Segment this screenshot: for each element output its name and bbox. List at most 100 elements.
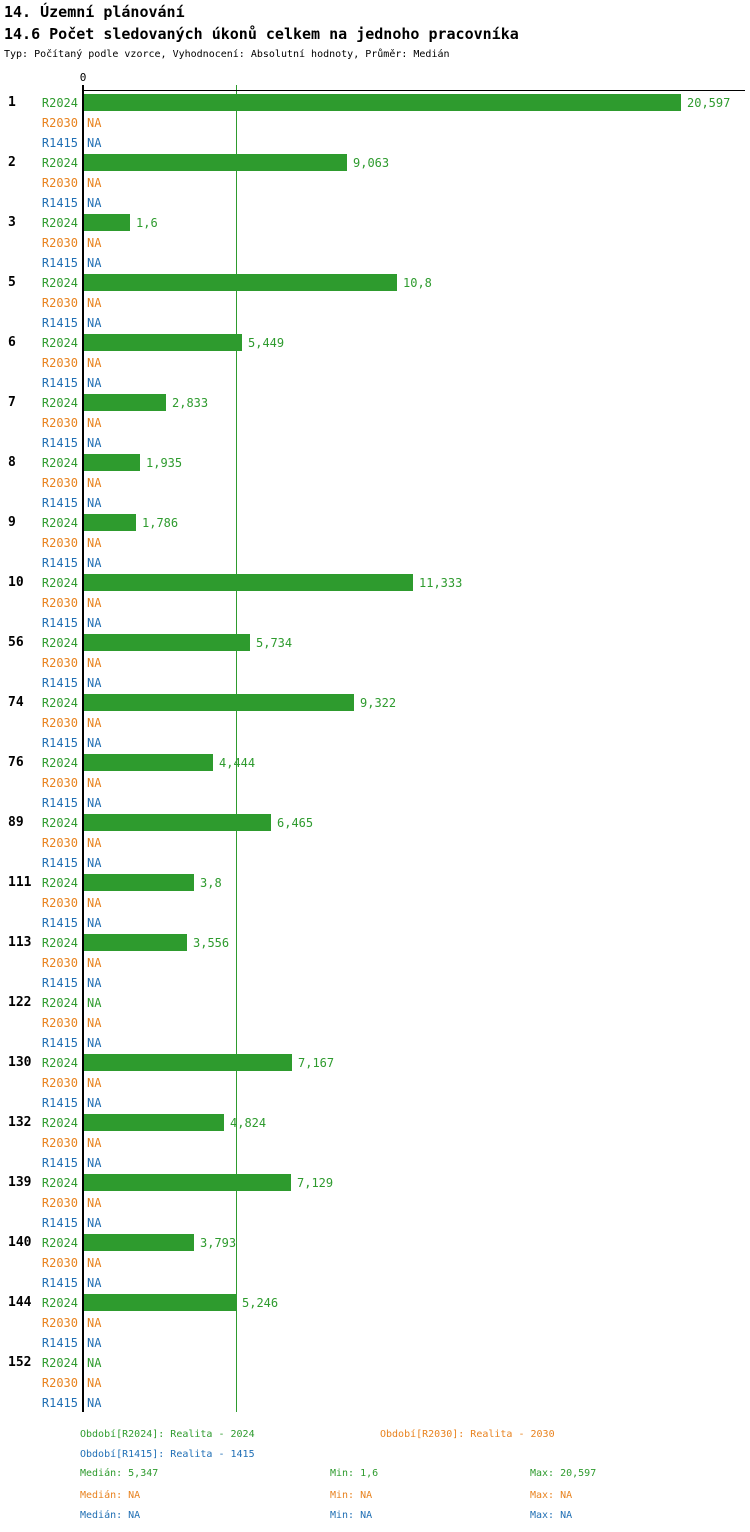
- chart-row-r2024: 7 R2024 2,833: [0, 393, 750, 413]
- series-label: R2024: [41, 876, 78, 890]
- value-label: 20,597: [687, 96, 731, 110]
- series-label: R1415: [41, 376, 78, 390]
- value-bar: [84, 154, 347, 171]
- chart-group: 111 R2024 3,8 R2030 NA R1415 NA: [0, 873, 750, 933]
- series-label: R1415: [41, 916, 78, 930]
- series-label: R2024: [41, 696, 78, 710]
- value-label: 6,465: [277, 816, 314, 830]
- value-label: 1,6: [136, 216, 158, 230]
- chart-group: 6 R2024 5,449 R2030 NA R1415 NA: [0, 333, 750, 393]
- series-label: R2024: [41, 1116, 78, 1130]
- value-label: 1,935: [146, 456, 183, 470]
- chart-row-r2024: 56 R2024 5,734: [0, 633, 750, 653]
- chart-row-r2024: 9 R2024 1,786: [0, 513, 750, 533]
- series-label: R2024: [41, 216, 78, 230]
- na-label: NA: [87, 916, 102, 930]
- chart-row-r1415: R1415 NA: [0, 1093, 750, 1113]
- stat-max-r1415: Max: NA: [530, 1510, 573, 1521]
- na-label: NA: [87, 896, 102, 910]
- chart-row-r2030: R2030 NA: [0, 1133, 750, 1153]
- group-label: 9: [8, 515, 16, 530]
- value-label: 4,444: [219, 756, 256, 770]
- series-label: R2024: [41, 996, 78, 1010]
- series-label: R1415: [41, 1096, 78, 1110]
- na-label: NA: [87, 1276, 102, 1290]
- value-label: 11,333: [419, 576, 463, 590]
- na-label: NA: [87, 796, 102, 810]
- chart-row-r2030: R2030 NA: [0, 953, 750, 973]
- value-label: 2,833: [172, 396, 209, 410]
- series-label: R2024: [41, 576, 78, 590]
- group-label: 140: [8, 1235, 32, 1250]
- chart-group: 7 R2024 2,833 R2030 NA R1415 NA: [0, 393, 750, 453]
- chart-row-r2030: R2030 NA: [0, 1013, 750, 1033]
- value-bar: [84, 874, 194, 891]
- group-label: 6: [8, 335, 16, 350]
- chart-group: 76 R2024 4,444 R2030 NA R1415 NA: [0, 753, 750, 813]
- chart-row-r2024: 5 R2024 10,8: [0, 273, 750, 293]
- na-label: NA: [87, 476, 102, 490]
- group-label: 1: [8, 95, 16, 110]
- stat-min-r1415: Min: NA: [330, 1510, 373, 1521]
- na-label: NA: [87, 1396, 102, 1410]
- chart-group: 144 R2024 5,246 R2030 NA R1415 NA: [0, 1293, 750, 1353]
- group-label: 139: [8, 1175, 32, 1190]
- chart-row-r1415: R1415 NA: [0, 1393, 750, 1413]
- chart-group: 152 R2024 NA R2030 NA R1415 NA: [0, 1353, 750, 1413]
- chart-row-r2030: R2030 NA: [0, 713, 750, 733]
- chart-group: 122 R2024 NA R2030 NA R1415 NA: [0, 993, 750, 1053]
- chart-row-r2024: 76 R2024 4,444: [0, 753, 750, 773]
- na-label: NA: [87, 296, 102, 310]
- series-label: R1415: [41, 1156, 78, 1170]
- chart-row-r2030: R2030 NA: [0, 773, 750, 793]
- group-label: 76: [8, 755, 24, 770]
- series-label: R1415: [41, 316, 78, 330]
- value-bar: [84, 214, 130, 231]
- value-label: 10,8: [403, 276, 432, 290]
- na-label: NA: [87, 256, 102, 270]
- series-label: R2024: [41, 1356, 78, 1370]
- chart-group: 1 R2024 20,597 R2030 NA R1415 NA: [0, 93, 750, 153]
- stat-min-r2024: Min: 1,6: [330, 1468, 379, 1479]
- group-label: 130: [8, 1055, 32, 1070]
- chart-group: 139 R2024 7,129 R2030 NA R1415 NA: [0, 1173, 750, 1233]
- na-label: NA: [87, 736, 102, 750]
- series-label: R2030: [41, 176, 78, 190]
- chart-row-r2030: R2030 NA: [0, 113, 750, 133]
- series-label: R2030: [41, 356, 78, 370]
- chart-row-r2024: 140 R2024 3,793: [0, 1233, 750, 1253]
- chart-group: 9 R2024 1,786 R2030 NA R1415 NA: [0, 513, 750, 573]
- value-label: 3,556: [193, 936, 230, 950]
- series-label: R1415: [41, 496, 78, 510]
- na-label: NA: [87, 1216, 102, 1230]
- na-label: NA: [87, 416, 102, 430]
- series-label: R2024: [41, 96, 78, 110]
- series-label: R2024: [41, 636, 78, 650]
- chart-row-r1415: R1415 NA: [0, 133, 750, 153]
- value-bar: [84, 274, 397, 291]
- series-label: R2030: [41, 896, 78, 910]
- na-label: NA: [87, 1136, 102, 1150]
- value-bar: [84, 454, 140, 471]
- na-label: NA: [87, 956, 102, 970]
- chart-row-r1415: R1415 NA: [0, 1033, 750, 1053]
- series-label: R2030: [41, 1136, 78, 1150]
- na-label: NA: [87, 996, 102, 1010]
- chart-row-r2030: R2030 NA: [0, 353, 750, 373]
- value-label: 5,449: [248, 336, 285, 350]
- legend-item-r2024: Období[R2024]: Realita - 2024: [80, 1429, 255, 1440]
- na-label: NA: [87, 656, 102, 670]
- series-label: R1415: [41, 1336, 78, 1350]
- series-label: R2030: [41, 236, 78, 250]
- series-label: R1415: [41, 856, 78, 870]
- value-bar: [84, 574, 413, 591]
- chart-row-r2024: 144 R2024 5,246: [0, 1293, 750, 1313]
- x-axis-line: [83, 90, 745, 91]
- chart-row-r2030: R2030 NA: [0, 893, 750, 913]
- na-label: NA: [87, 1096, 102, 1110]
- chart-row-r2024: 139 R2024 7,129: [0, 1173, 750, 1193]
- chart-row-r1415: R1415 NA: [0, 253, 750, 273]
- median-line: [236, 85, 237, 1412]
- series-label: R2030: [41, 656, 78, 670]
- chart-row-r2030: R2030 NA: [0, 293, 750, 313]
